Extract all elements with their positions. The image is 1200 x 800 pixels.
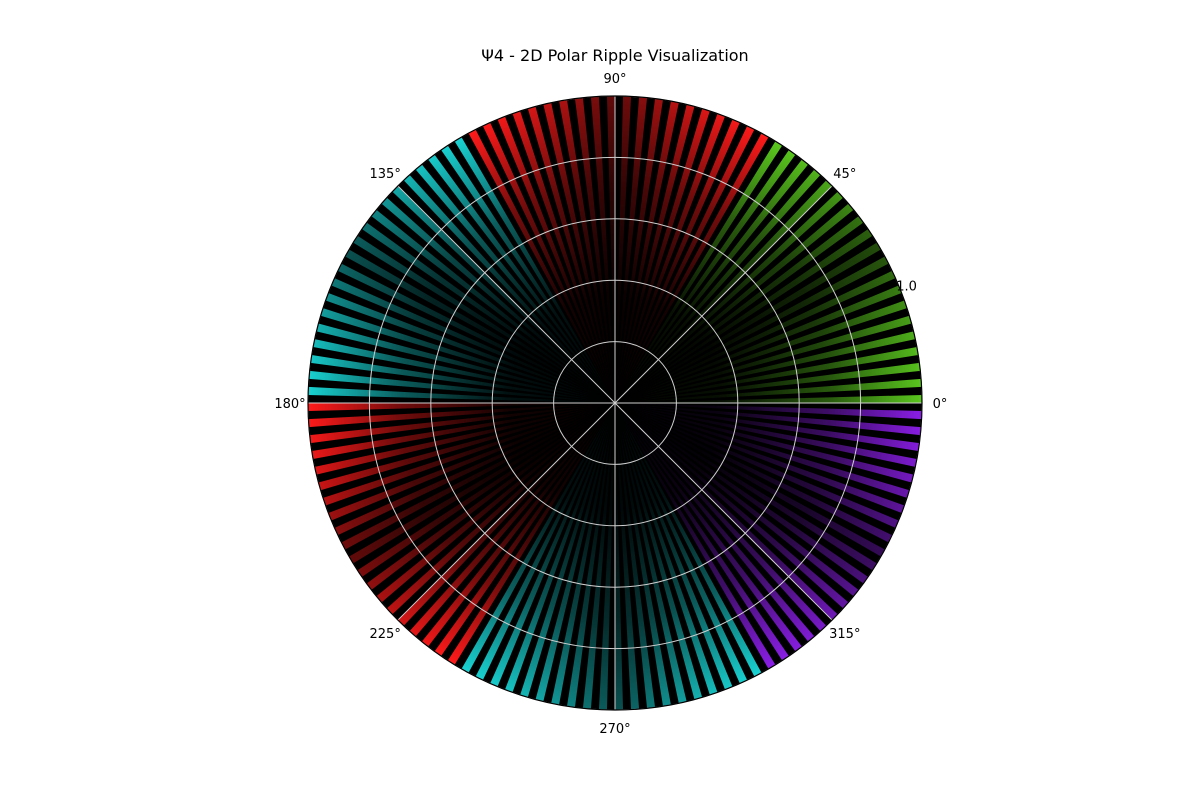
plot-area (307, 95, 923, 711)
theta-tick-label: 90° (603, 72, 626, 87)
theta-tick-label: 45° (833, 167, 856, 182)
angular-grid-line (397, 402, 616, 621)
angular-grid-line (614, 402, 833, 621)
outer-frame (307, 95, 923, 711)
theta-tick-label: 270° (599, 722, 630, 737)
polar-grid (307, 95, 923, 711)
chart-title: Ψ4 - 2D Polar Ripple Visualization (481, 46, 748, 65)
theta-tick-label: 135° (370, 167, 401, 182)
theta-tick-label: 225° (370, 627, 401, 642)
theta-tick-label: 0° (933, 397, 948, 412)
angular-grid-line (397, 185, 616, 404)
radial-tick-label: 1.0 (896, 280, 917, 295)
theta-tick-label: 315° (829, 627, 860, 642)
angular-grid-line (614, 185, 833, 404)
tick-labels: 0° 45° 90° 135° 180° 225° 270° 315° 1.0 (274, 72, 947, 737)
theta-tick-label: 180° (274, 397, 305, 412)
